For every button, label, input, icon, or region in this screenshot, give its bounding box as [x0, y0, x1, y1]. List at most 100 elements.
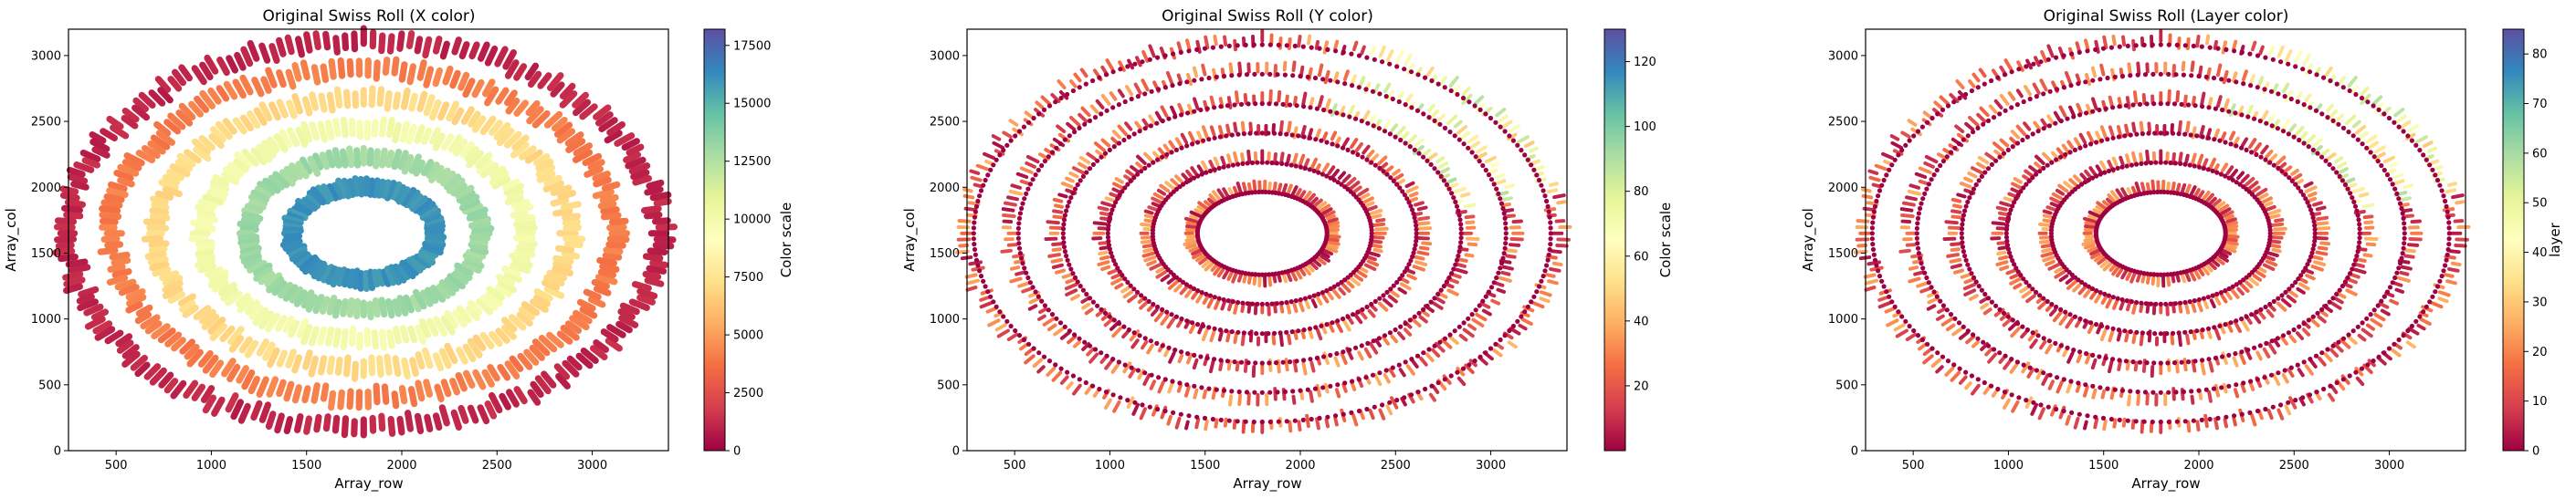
scatter-point [1432, 296, 1437, 301]
scatter-point [2219, 251, 2229, 259]
scatter-point [272, 171, 290, 189]
scatter-point [1309, 97, 1315, 109]
scatter-point [237, 237, 260, 246]
scatter-point [1214, 418, 1219, 429]
scatter-point [239, 241, 259, 251]
scatter-point [1137, 369, 1145, 380]
scatter-point [1282, 389, 1288, 395]
scatter-point [1070, 373, 1076, 379]
scatter-point [2151, 272, 2157, 277]
scatter-point [1220, 155, 1226, 166]
scatter-point [1019, 205, 1025, 212]
scatter-point [1294, 267, 1303, 280]
scatter-point [2125, 359, 2130, 371]
scatter-point [2392, 281, 2403, 287]
scatter-point [1369, 301, 1374, 307]
scatter-point [1109, 254, 1115, 259]
scatter-point [965, 278, 981, 286]
scatter-point [321, 183, 334, 203]
scatter-point [274, 412, 285, 434]
scatter-point [1307, 135, 1313, 140]
scatter-point [2355, 324, 2360, 329]
scatter-point [2233, 388, 2240, 399]
scatter-point [416, 58, 427, 81]
scatter-point [309, 91, 319, 111]
scatter-point [423, 379, 433, 398]
scatter-point [2283, 172, 2288, 177]
colorbar-tick-label: 120 [1634, 56, 1656, 69]
scatter-point [2445, 252, 2450, 257]
scatter-point [552, 265, 574, 276]
scatter-point [1046, 366, 1057, 377]
scatter-point [1330, 130, 1338, 141]
scatter-point [582, 152, 603, 167]
scatter-point [2308, 207, 2314, 213]
scatter-point [202, 354, 219, 374]
scatter-point [273, 133, 289, 153]
scatter-point [2313, 108, 2319, 113]
scatter-point [162, 286, 184, 299]
scatter-point [2350, 85, 2359, 94]
scatter-point [1207, 293, 1214, 298]
scatter-point [1325, 47, 1330, 53]
scatter-point [519, 145, 537, 161]
scatter-point [979, 301, 994, 309]
scatter-point [1915, 333, 1921, 338]
scatter-point [1502, 129, 1508, 134]
scatter-point [535, 164, 556, 178]
scatter-point [1314, 128, 1322, 140]
scatter-point [1160, 314, 1170, 326]
scatter-point [1226, 153, 1233, 164]
scatter-point [1864, 286, 1877, 292]
scatter-point [1997, 350, 2003, 356]
scatter-point [2061, 408, 2066, 414]
scatter-point [1126, 396, 1135, 410]
scatter-point [2379, 298, 2384, 304]
scatter-point [2217, 203, 2230, 213]
scatter-point [1356, 53, 1362, 58]
scatter-point [2219, 385, 2224, 390]
scatter-point [2009, 392, 2014, 398]
scatter-point [315, 184, 331, 205]
scatter-point [303, 31, 313, 54]
scatter-point [2276, 408, 2285, 421]
scatter-point [1403, 102, 1408, 108]
scatter-point [1105, 231, 1110, 236]
scatter-point [1299, 125, 1307, 139]
scatter-point [958, 244, 970, 248]
scatter-point [278, 281, 294, 299]
scatter-point [1402, 67, 1407, 72]
scatter-point [296, 254, 313, 268]
scatter-point [2002, 317, 2013, 327]
scatter-point [2007, 211, 2013, 216]
scatter-point [178, 102, 196, 120]
scatter-point [1396, 99, 1402, 105]
scatter-point [2334, 291, 2339, 297]
scatter-point [1070, 88, 1076, 94]
scatter-point [1321, 131, 1329, 141]
scatter-point [2090, 358, 2098, 370]
scatter-point [326, 182, 339, 202]
scatter-point [1284, 419, 1289, 424]
scatter-point [1253, 101, 1258, 107]
scatter-point [1206, 325, 1212, 330]
scatter-point [1317, 95, 1324, 109]
scatter-point [1903, 142, 1908, 148]
scatter-point [514, 213, 536, 224]
panel-1-x-label: Array_row [334, 475, 403, 493]
scatter-point [1418, 315, 1428, 324]
scatter-point [393, 183, 406, 203]
scatter-point [2052, 310, 2063, 323]
scatter-point [2330, 301, 2342, 310]
scatter-point [1077, 125, 1082, 130]
scatter-point [535, 158, 554, 172]
scatter-point [2232, 39, 2238, 51]
scatter-point [1347, 114, 1352, 120]
scatter-point [1291, 60, 1297, 73]
scatter-point [1100, 201, 1112, 207]
scatter-point [1991, 221, 2006, 226]
scatter-point [1449, 271, 1455, 276]
scatter-point [449, 69, 461, 89]
scatter-point [2131, 151, 2138, 165]
